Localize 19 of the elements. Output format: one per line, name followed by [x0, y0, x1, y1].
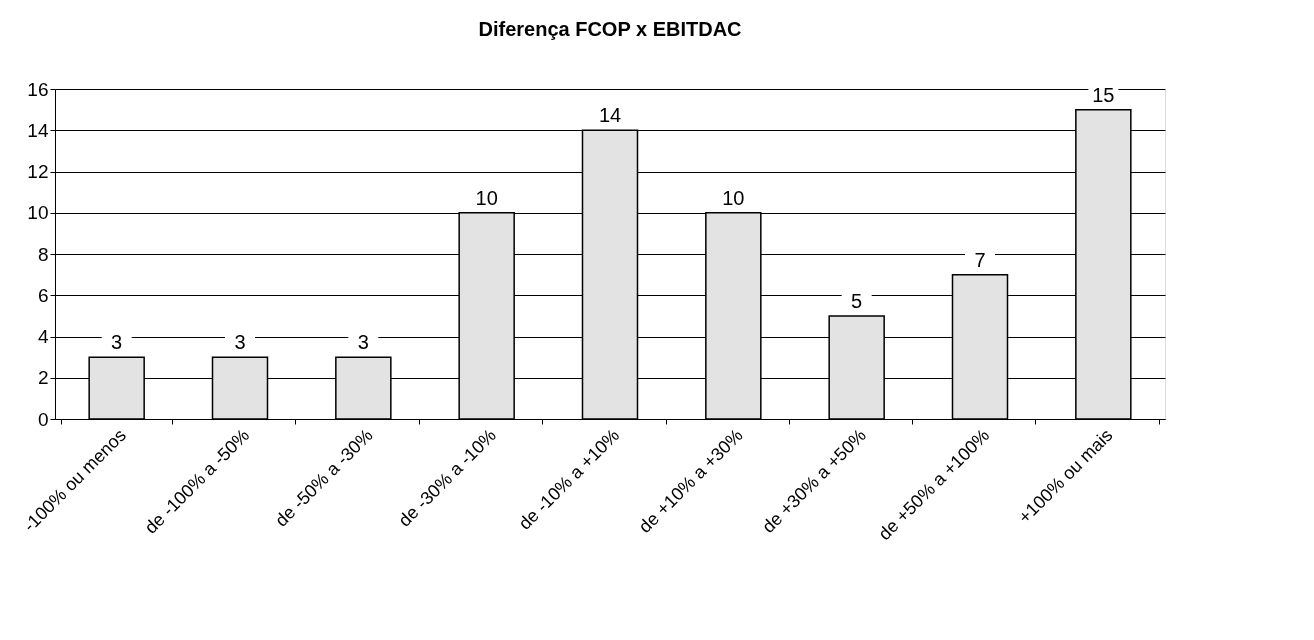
y-tick-label: 0	[37, 408, 49, 430]
y-tick-label: 8	[37, 243, 49, 265]
data-label: 3	[357, 331, 369, 354]
data-label: 3	[234, 331, 246, 354]
y-tick-label: 14	[27, 119, 49, 141]
data-label: 10	[475, 186, 498, 209]
y-tick-label: 12	[27, 161, 49, 182]
y-tick-label: 6	[37, 284, 49, 306]
y-tick-label: 16	[27, 78, 49, 100]
data-label: 10	[722, 186, 745, 209]
y-tick-label: 2	[37, 367, 49, 389]
data-label: 5	[851, 289, 863, 312]
y-tick-label: 4	[37, 326, 49, 347]
data-label: 14	[598, 104, 622, 127]
data-label: 7	[974, 248, 986, 271]
y-tick-label: 10	[27, 202, 49, 224]
chart-title: Diferença FCOP x EBITDAC	[478, 18, 742, 40]
data-label: 15	[1092, 83, 1115, 106]
data-label: 3	[111, 331, 123, 354]
